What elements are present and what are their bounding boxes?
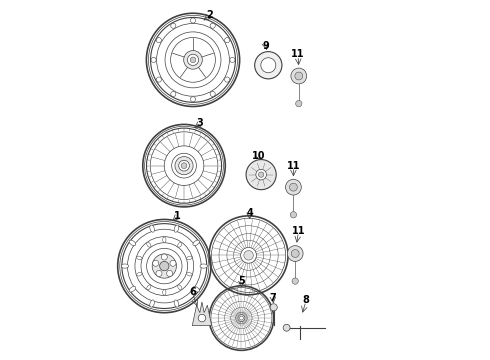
Circle shape (161, 254, 168, 260)
Circle shape (198, 314, 206, 322)
Circle shape (151, 57, 156, 62)
Circle shape (295, 72, 303, 80)
Circle shape (160, 261, 169, 271)
Ellipse shape (163, 237, 166, 243)
Ellipse shape (129, 240, 136, 246)
Ellipse shape (193, 240, 199, 246)
Circle shape (255, 51, 282, 79)
Circle shape (156, 37, 161, 43)
Circle shape (292, 278, 298, 284)
Circle shape (210, 23, 215, 28)
Ellipse shape (121, 264, 129, 268)
Text: 11: 11 (292, 49, 305, 59)
Circle shape (290, 212, 296, 218)
Circle shape (258, 172, 264, 177)
Ellipse shape (137, 256, 142, 260)
Circle shape (153, 260, 159, 266)
Circle shape (191, 18, 196, 23)
Circle shape (175, 157, 193, 175)
Circle shape (179, 160, 190, 171)
Circle shape (244, 251, 253, 260)
Text: 8: 8 (302, 295, 309, 305)
Circle shape (241, 247, 256, 263)
Circle shape (224, 37, 230, 43)
Circle shape (287, 246, 303, 261)
Circle shape (283, 324, 290, 331)
Ellipse shape (147, 242, 151, 247)
Ellipse shape (150, 225, 154, 232)
Ellipse shape (174, 300, 179, 307)
Circle shape (256, 169, 267, 180)
Polygon shape (192, 302, 212, 325)
Circle shape (295, 100, 302, 107)
Text: 3: 3 (197, 118, 203, 128)
Ellipse shape (187, 256, 192, 260)
Circle shape (240, 316, 244, 320)
Ellipse shape (163, 289, 166, 295)
Circle shape (290, 183, 297, 191)
Circle shape (224, 77, 230, 82)
Circle shape (291, 68, 307, 84)
Circle shape (181, 163, 187, 168)
Circle shape (156, 270, 162, 276)
Circle shape (270, 304, 277, 311)
Circle shape (171, 23, 176, 28)
Circle shape (191, 97, 196, 102)
Circle shape (171, 91, 176, 96)
Text: 5: 5 (238, 276, 245, 286)
Circle shape (156, 77, 161, 82)
Circle shape (238, 315, 245, 321)
Ellipse shape (174, 225, 179, 232)
Circle shape (291, 249, 299, 257)
Ellipse shape (150, 300, 154, 307)
Circle shape (170, 260, 176, 266)
Text: 10: 10 (252, 151, 266, 161)
Text: 6: 6 (189, 287, 196, 297)
Ellipse shape (137, 273, 142, 276)
Text: 1: 1 (173, 211, 180, 221)
Circle shape (230, 57, 235, 62)
Circle shape (190, 57, 196, 63)
Text: 11: 11 (292, 226, 305, 236)
Text: 7: 7 (270, 293, 276, 303)
Circle shape (187, 54, 198, 66)
Ellipse shape (178, 242, 182, 247)
Ellipse shape (129, 287, 136, 292)
Ellipse shape (178, 285, 182, 290)
Circle shape (246, 159, 276, 190)
Circle shape (167, 270, 172, 276)
Text: 11: 11 (287, 161, 300, 171)
Ellipse shape (187, 273, 192, 276)
Text: 4: 4 (246, 208, 253, 218)
Ellipse shape (200, 264, 207, 268)
Text: 2: 2 (206, 10, 213, 20)
Circle shape (286, 179, 301, 195)
Circle shape (210, 91, 215, 96)
Ellipse shape (193, 287, 199, 292)
Circle shape (152, 254, 176, 278)
Circle shape (184, 50, 202, 69)
Ellipse shape (147, 285, 151, 290)
Text: 9: 9 (263, 41, 269, 50)
Circle shape (261, 58, 276, 73)
